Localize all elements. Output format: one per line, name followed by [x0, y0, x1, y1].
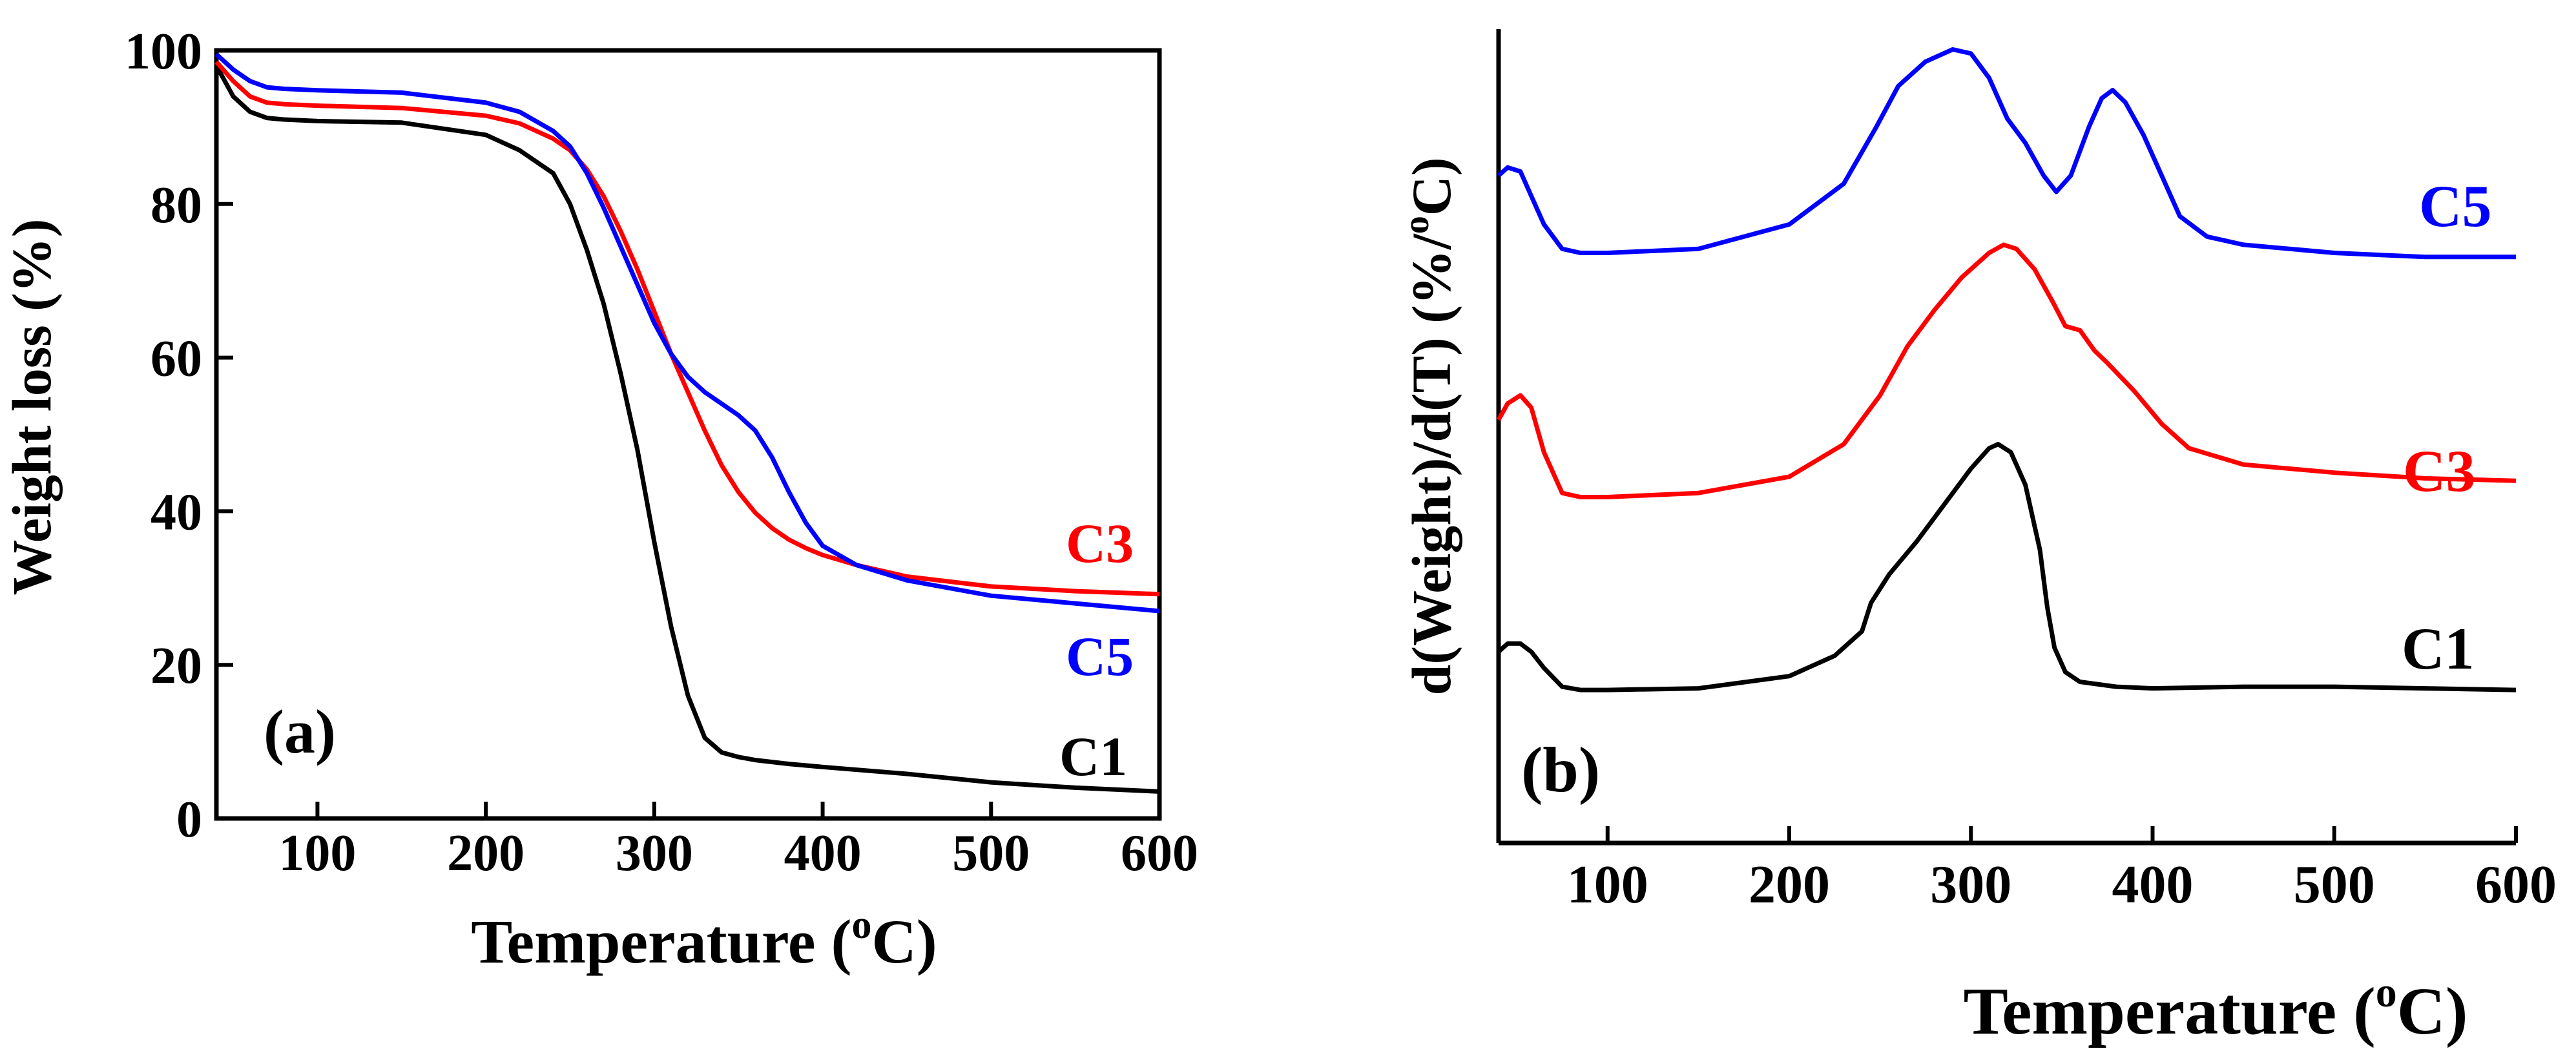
- panel-b-series-line-c3: [1496, 242, 2517, 499]
- panel-a-x-axis-title-main: Temperature (: [471, 907, 851, 976]
- panel-a-plot-frame: [214, 48, 1162, 821]
- panel-a-x-tick-label: 200: [447, 825, 525, 882]
- panel-b-series-label-c1: C1: [2402, 616, 2474, 682]
- panel-a-series-line-c1: [214, 65, 1160, 794]
- panel-a-x-axis-title-tail: C): [871, 907, 937, 976]
- panel-b-x-tick-label: 600: [2475, 855, 2557, 915]
- panel-a-ticks: 100 200 300 400 500 600 0 20 40 60 80 100: [125, 23, 1198, 882]
- panel-b-x-axis-title: Temperature (oC): [1963, 969, 2467, 1048]
- panel-a-y-tick-label: 80: [151, 177, 202, 234]
- panel-a-series-lines: [214, 52, 1160, 794]
- panel-a-x-axis-title-sup: o: [851, 903, 871, 947]
- panel-b-series-line-c1: [1497, 442, 2517, 692]
- panel-a-x-tick-label: 100: [278, 825, 356, 882]
- panel-b-ticks: 100 200 300 400 500 600: [1567, 826, 2557, 915]
- panel-b-x-axis-title-tail: C): [2397, 974, 2468, 1048]
- panel-a-y-tick-label: 40: [151, 484, 202, 541]
- panel-b-x-axis-title-main: Temperature (: [1963, 974, 2375, 1048]
- panel-b-x-tick-label: 500: [2294, 855, 2375, 915]
- panel-b-series-label-c5: C5: [2419, 173, 2491, 239]
- panel-a-x-tick-label: 400: [784, 825, 862, 882]
- panel-b-x-tick-label: 200: [1749, 855, 1830, 915]
- panel-b-y-axis-title: d(Weight)/d(T) (%/oC): [1397, 157, 1462, 695]
- panel-a-series-line-c3: [214, 60, 1160, 597]
- panel-a-y-tick-label: 20: [151, 638, 202, 694]
- panel-b-y-axis-title-main: d(Weight)/d(T) (%/: [1400, 233, 1462, 695]
- panel-a-series-label-c1: C1: [1059, 725, 1127, 787]
- panel-b-label: (b): [1521, 734, 1600, 806]
- panel-b-x-tick-label: 300: [1930, 855, 2011, 915]
- panel-b-series-lines: [1496, 47, 2517, 692]
- panel-a-series-line-c5: [214, 52, 1160, 614]
- panel-a-x-axis-title: Temperature (oC): [471, 903, 937, 976]
- panel-b-series-line-c5: [1497, 47, 2516, 260]
- panel-a-series-label-c5: C5: [1066, 625, 1134, 687]
- panel-a-y-tick-label: 0: [176, 791, 202, 848]
- panel-b: 100 200 300 400 500 600 d(Weight)/d(T) (%/oC)…: [1397, 29, 2557, 1048]
- panel-a-label: (a): [264, 697, 336, 766]
- panel-a-y-tick-label: 100: [125, 23, 202, 80]
- panel-a-x-tick-label: 500: [952, 825, 1030, 882]
- panel-b-y-axis-title-sup: o: [1397, 216, 1437, 234]
- panel-b-x-tick-label: 100: [1567, 855, 1648, 915]
- panel-a-x-tick-label: 300: [616, 825, 693, 882]
- panel-b-x-axis-title-sup: o: [2376, 969, 2397, 1016]
- panel-a-series-label-c3: C3: [1066, 512, 1134, 574]
- panel-b-series-label-c3: C3: [2403, 438, 2475, 504]
- panel-a: 100 200 300 400 500 600 0 20 40 60 80 100 Weight lo…: [1, 23, 1198, 976]
- panel-a-x-tick-label: 600: [1121, 825, 1198, 882]
- panel-b-x-tick-label: 400: [2112, 855, 2194, 915]
- panel-a-y-axis-title: Weight loss (%): [1, 219, 63, 596]
- panel-a-y-tick-label: 60: [151, 331, 202, 388]
- panel-b-y-axis-title-tail: C): [1400, 157, 1462, 216]
